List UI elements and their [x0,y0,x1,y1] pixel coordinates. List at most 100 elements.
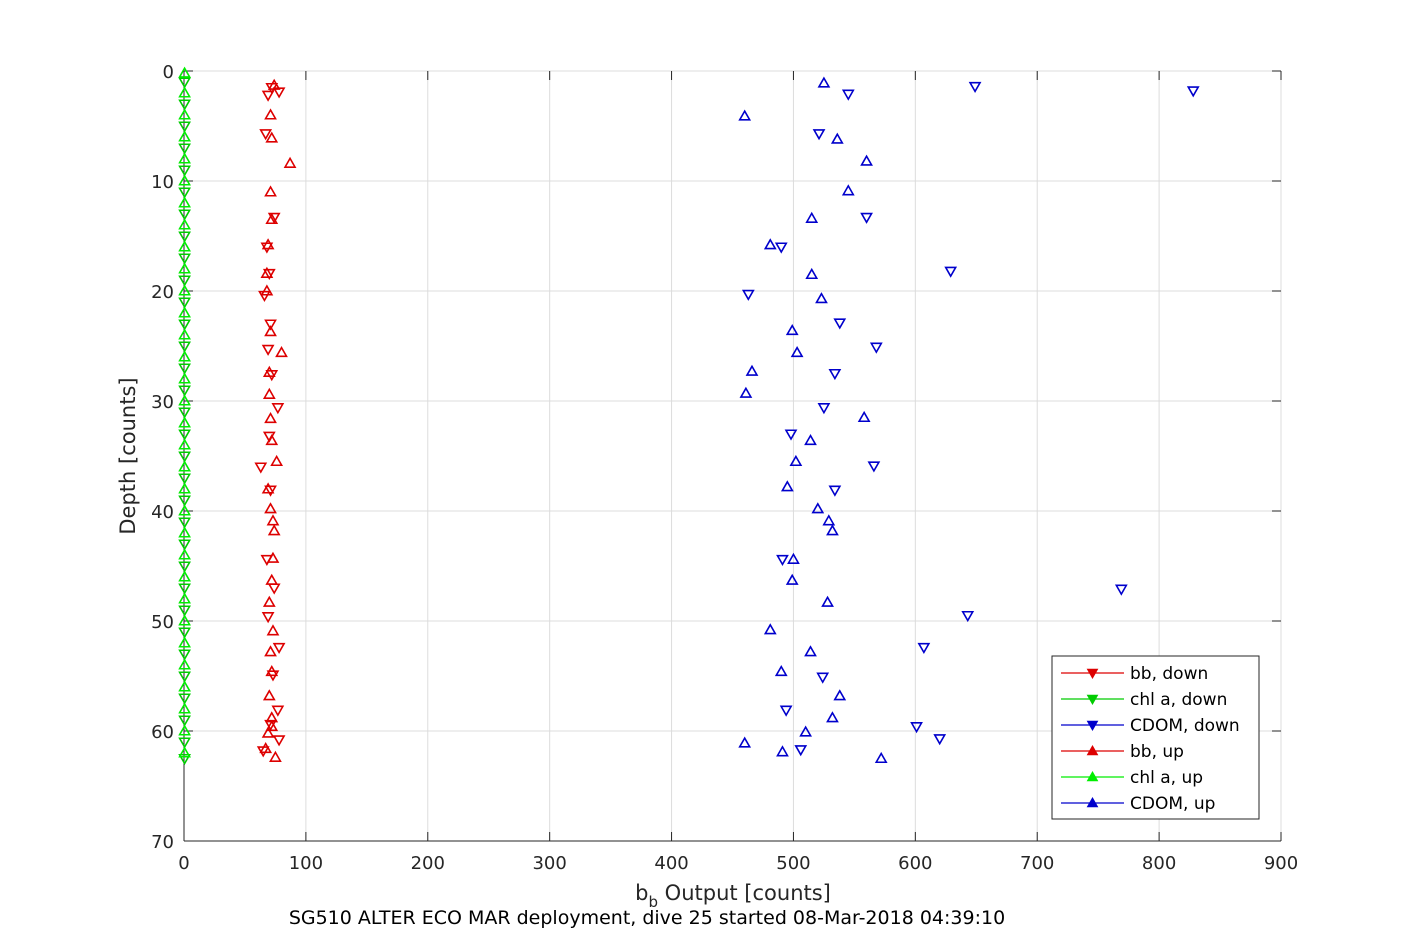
data-point [264,325,277,337]
data-point [270,454,284,467]
legend-entry: bb, down [1061,664,1208,684]
data-point [790,345,804,358]
data-point [178,429,191,441]
data-point [178,658,191,670]
data-point [178,753,191,766]
data-point [789,454,803,467]
data-point [178,328,191,340]
series-1 [178,77,191,766]
data-point [1186,86,1200,98]
data-point [260,284,274,296]
data-marks [178,66,1200,766]
data-point [178,152,191,164]
data-point [271,705,285,717]
data-point [178,66,191,78]
x-tick-label: 400 [654,853,688,874]
data-point [178,504,191,516]
data-point [826,711,839,723]
series-5 [738,76,888,764]
chart-caption: SG510 ALTER ECO MAR deployment, dive 25 … [289,907,1005,929]
data-point [812,129,826,141]
data-point [816,672,830,684]
data-point [261,238,275,250]
data-point [178,297,191,309]
data-point [828,485,842,497]
data-point [283,156,297,168]
data-point [799,725,813,737]
legend-entry: CDOM, up [1061,794,1215,814]
data-point [178,482,191,494]
x-tick-label: 600 [898,853,932,874]
data-point [178,385,191,397]
data-point [265,212,279,225]
y-axis-label: Depth [counts] [116,377,140,534]
data-point [264,411,277,424]
data-point [776,554,789,567]
data-point [933,734,947,746]
data-point [265,719,279,732]
legend-marker [1086,744,1099,756]
data-point [178,187,191,199]
data-point [178,231,191,243]
data-point [833,689,847,701]
data-point [254,462,268,474]
data-point [805,211,819,223]
legend-label: bb, down [1130,664,1208,684]
data-point [178,495,191,507]
data-point [805,267,819,280]
data-point [178,473,191,485]
grid [183,70,1282,842]
data-point [817,403,831,415]
data-point [275,345,288,358]
data-point [178,284,191,296]
tick-labels: 0 100 200 300 400 500 600 700 800 900 0 10 20 30 40 50 6… [151,62,1298,874]
legend-label: CDOM, down [1130,716,1240,736]
data-point [178,407,191,419]
data-point [178,275,191,287]
data-point [774,664,788,677]
data-point [178,350,191,362]
data-point [261,612,275,624]
data-point [178,363,191,375]
data-point [178,165,191,177]
data-point [272,642,286,655]
data-point [262,595,276,607]
data-point [178,438,191,450]
data-point [178,715,191,727]
data-point [178,627,191,639]
legend: bb, down chl a, down CDOM, down bb, up chl a… [1051,655,1260,820]
data-point [267,524,281,536]
data-point [262,365,276,377]
data-point [178,539,191,551]
data-point [869,342,883,354]
data-point [745,364,759,376]
data-point [262,268,276,281]
data-point [178,671,191,683]
x-axis-label: bb Output [counts] [635,881,831,911]
data-point [860,154,873,166]
data-point [828,368,842,381]
y-tick-label: 70 [151,832,174,853]
data-point [178,702,191,714]
data-point [264,319,277,331]
data-point [763,623,777,635]
x-axis-label-base: b [635,881,648,905]
data-point [944,266,958,278]
x-tick-label: 700 [1020,853,1054,874]
data-point [804,645,817,657]
y-tick-label: 50 [151,612,174,633]
data-point [178,592,191,604]
data-point [776,745,789,757]
data-point [738,109,752,121]
data-point [178,372,191,384]
data-point [841,89,855,101]
data-point [1114,584,1128,596]
data-point [178,99,191,111]
data-point [178,614,191,626]
data-point [784,429,798,441]
data-point [178,451,191,463]
series-2 [741,81,1200,757]
legend-marker [1086,720,1099,732]
data-point [262,387,276,399]
data-point [785,323,799,336]
